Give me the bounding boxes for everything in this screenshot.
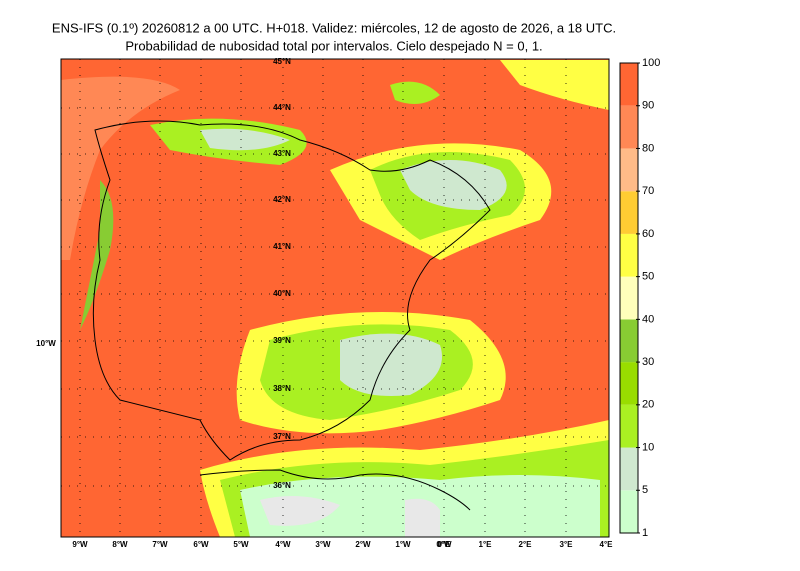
colorbar-segment <box>620 63 638 106</box>
colorbar-label: 90 <box>642 100 654 112</box>
colorbar-frame <box>619 62 639 534</box>
colorbar-segment <box>620 447 638 491</box>
colorbar-segment <box>620 191 638 234</box>
colorbar-segment <box>620 362 638 405</box>
lon-label: 0°W <box>436 540 452 549</box>
colorbar-segment <box>620 490 638 533</box>
lon-label: 4°E <box>600 540 614 549</box>
lat-label: 42°N <box>273 195 291 204</box>
colorbar-segment <box>620 276 638 320</box>
lon-label: 2°E <box>519 540 533 549</box>
lon-label: 3°E <box>560 540 574 549</box>
lat-label: 38°N <box>273 384 291 393</box>
lon-label: 5°W <box>233 540 249 549</box>
map-frame <box>60 58 610 538</box>
colorbar-label: 70 <box>642 185 654 197</box>
colorbar-label: 1 <box>642 527 648 539</box>
labels: 45°N 44°N 43°N 42°N 41°N 40°N 39°N 38°N 37°N 36°N… <box>72 57 613 549</box>
lat-label: 39°N <box>273 336 291 345</box>
lat-label: 44°N <box>273 103 291 112</box>
lon-label: 3°W <box>315 540 331 549</box>
lat-label: 36°N <box>273 481 291 490</box>
lon-label: 1°W <box>395 540 411 549</box>
colorbar-segment <box>620 404 638 448</box>
lon-label: 10°W <box>36 339 56 348</box>
colorbar-label: 10 <box>642 441 654 453</box>
lat-label: 45°N <box>273 57 291 66</box>
lon-label: 1°E <box>479 540 493 549</box>
lon-label: 9°W <box>72 540 88 549</box>
lat-label: 37°N <box>273 432 291 441</box>
lat-label: 41°N <box>273 242 291 251</box>
lon-label: 7°W <box>152 540 168 549</box>
colorbar-label: 5 <box>642 484 648 496</box>
subtitle: Probabilidad de nubosidad total por inte… <box>125 38 542 53</box>
colorbar-segment <box>620 319 638 363</box>
colorbar-segment <box>620 148 638 192</box>
lon-label: 4°W <box>275 540 291 549</box>
colorbar-label: 20 <box>642 399 654 411</box>
colorbar-label: 30 <box>642 356 654 368</box>
lon-label: 6°W <box>193 540 209 549</box>
colorbar-label: 50 <box>642 271 654 283</box>
map <box>61 59 609 537</box>
colorbar: 1 5 10 20 30 40 50 60 70 80 90 100 <box>619 57 660 539</box>
colorbar-segment <box>620 105 638 149</box>
colorbar-segment <box>620 233 638 277</box>
colorbar-label: 40 <box>642 313 654 325</box>
lon-label: 8°W <box>112 540 128 549</box>
lon-label: 0°E <box>438 540 452 549</box>
colorbar-label: 100 <box>642 57 660 69</box>
title: ENS-IFS (0.1º) 20260812 a 00 UTC. H+018.… <box>52 20 616 35</box>
lat-label: 40°N <box>273 289 291 298</box>
lat-label: 43°N <box>273 149 291 158</box>
colorbar-label: 60 <box>642 228 654 240</box>
colorbar-label: 80 <box>642 142 654 154</box>
lon-label: 2°W <box>355 540 371 549</box>
